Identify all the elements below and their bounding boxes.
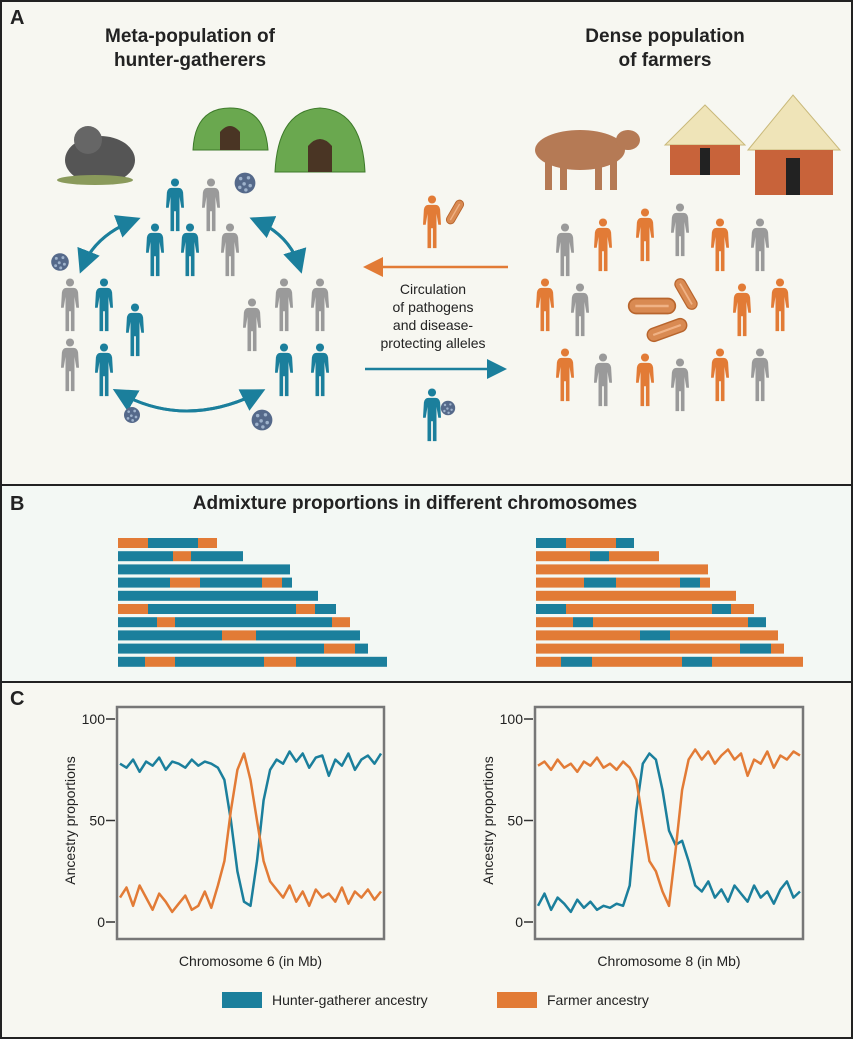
y-tick-label: 50 <box>89 813 105 829</box>
y-tick-label: 100 <box>82 711 106 727</box>
chromosome-segment <box>118 644 324 654</box>
chromosome-segment <box>584 578 616 588</box>
page: A Meta-population of hunter-gatherers De… <box>0 0 853 1044</box>
chromosome-segment <box>616 578 680 588</box>
y-axis-label: Ancestry proportions <box>480 756 496 884</box>
chromosome-segment <box>536 551 590 561</box>
chromosome-segment <box>712 657 803 667</box>
chromosome-segment <box>256 630 360 640</box>
virus <box>235 173 256 194</box>
chromosome-segment <box>731 604 754 614</box>
caption: of pathogens <box>393 299 474 315</box>
chromosome-segment <box>118 564 290 574</box>
chromosome-segment <box>264 657 296 667</box>
figure: A Meta-population of hunter-gatherers De… <box>0 0 853 1039</box>
chromosome-segment <box>118 604 148 614</box>
chromosome-segment <box>561 657 592 667</box>
chromosome-segment <box>222 630 256 640</box>
title: Admixture proportions in different chrom… <box>193 493 637 514</box>
y-tick-label: 50 <box>507 813 523 829</box>
chromosome-segment <box>536 657 561 667</box>
legend-label: Farmer ancestry <box>547 992 649 1008</box>
chromosome-segment <box>191 551 243 561</box>
chromosome-segment <box>712 604 731 614</box>
chromosome-segment <box>324 644 355 654</box>
chromosome-segment <box>118 657 145 667</box>
chromosome-segment <box>590 551 609 561</box>
chromosome-segment <box>282 578 292 588</box>
chromosome-segment <box>536 591 736 601</box>
x-axis-label: Chromosome 8 (in Mb) <box>597 953 740 969</box>
legend-label: Hunter-gatherer ancestry <box>272 992 428 1008</box>
y-tick-label: 0 <box>515 914 523 930</box>
chromosome-segment <box>593 617 748 627</box>
virus <box>124 407 140 423</box>
legend-swatch <box>222 992 262 1008</box>
chromosome-segment <box>118 578 170 588</box>
chromosome-segment <box>173 551 191 561</box>
caption: Circulation <box>400 281 466 297</box>
bacterium <box>629 299 676 314</box>
chromosome-segment <box>332 617 350 627</box>
chromosome-segment <box>118 630 222 640</box>
chromosome-segment <box>771 644 784 654</box>
chromosome-segment <box>315 604 336 614</box>
title: of farmers <box>619 50 712 71</box>
chromosome-segment <box>296 657 387 667</box>
chromosome-segment <box>170 578 200 588</box>
y-tick-label: 0 <box>97 914 105 930</box>
chromosome-segment <box>536 578 584 588</box>
y-tick-label: 100 <box>500 711 524 727</box>
chromosome-segment <box>573 617 593 627</box>
chromosome-segment <box>536 630 640 640</box>
chromosome-segment <box>536 538 566 548</box>
chromosome-segment <box>536 644 740 654</box>
virus <box>252 410 273 431</box>
chromosome-segment <box>682 657 712 667</box>
chromosome-segment <box>200 578 262 588</box>
panel-label: A <box>10 7 24 29</box>
chromosome-segment <box>145 657 175 667</box>
chromosome-segment <box>148 604 296 614</box>
chromosome-segment <box>355 644 368 654</box>
chromosome-segment <box>175 657 264 667</box>
chromosome-segment <box>148 538 198 548</box>
chromosome-segment <box>536 617 573 627</box>
chromosome-segment <box>640 630 670 640</box>
title: Dense population <box>585 26 744 47</box>
chromosome-segment <box>118 551 173 561</box>
legend-swatch <box>497 992 537 1008</box>
chromosome-segment <box>748 617 766 627</box>
chromosome-segment <box>536 564 708 574</box>
chromosome-segment <box>566 538 616 548</box>
panel-label: C <box>10 688 24 710</box>
caption: protecting alleles <box>380 335 485 351</box>
chromosome-segment <box>118 591 318 601</box>
panel-label: B <box>10 493 24 515</box>
chromosome-segment <box>680 578 700 588</box>
chromosome-segment <box>175 617 332 627</box>
chromosome-segment <box>296 604 315 614</box>
chromosome-segment <box>740 644 771 654</box>
y-axis-label: Ancestry proportions <box>62 756 78 884</box>
virus <box>441 401 455 415</box>
chromosome-segment <box>198 538 217 548</box>
chromosome-segment <box>616 538 634 548</box>
chromosome-segment <box>118 538 148 548</box>
chromosome-segment <box>592 657 682 667</box>
chromosome-segment <box>609 551 659 561</box>
title: Meta-population of <box>105 26 276 47</box>
chromosome-segment <box>157 617 175 627</box>
title: hunter-gatherers <box>114 50 266 71</box>
virus <box>51 253 69 271</box>
caption: and disease- <box>393 317 474 333</box>
chromosome-segment <box>536 604 566 614</box>
chromosome-segment <box>566 604 712 614</box>
chromosome-segment <box>700 578 710 588</box>
chromosome-segment <box>118 617 157 627</box>
chromosome-segment <box>262 578 282 588</box>
x-axis-label: Chromosome 6 (in Mb) <box>179 953 322 969</box>
chromosome-segment <box>670 630 778 640</box>
